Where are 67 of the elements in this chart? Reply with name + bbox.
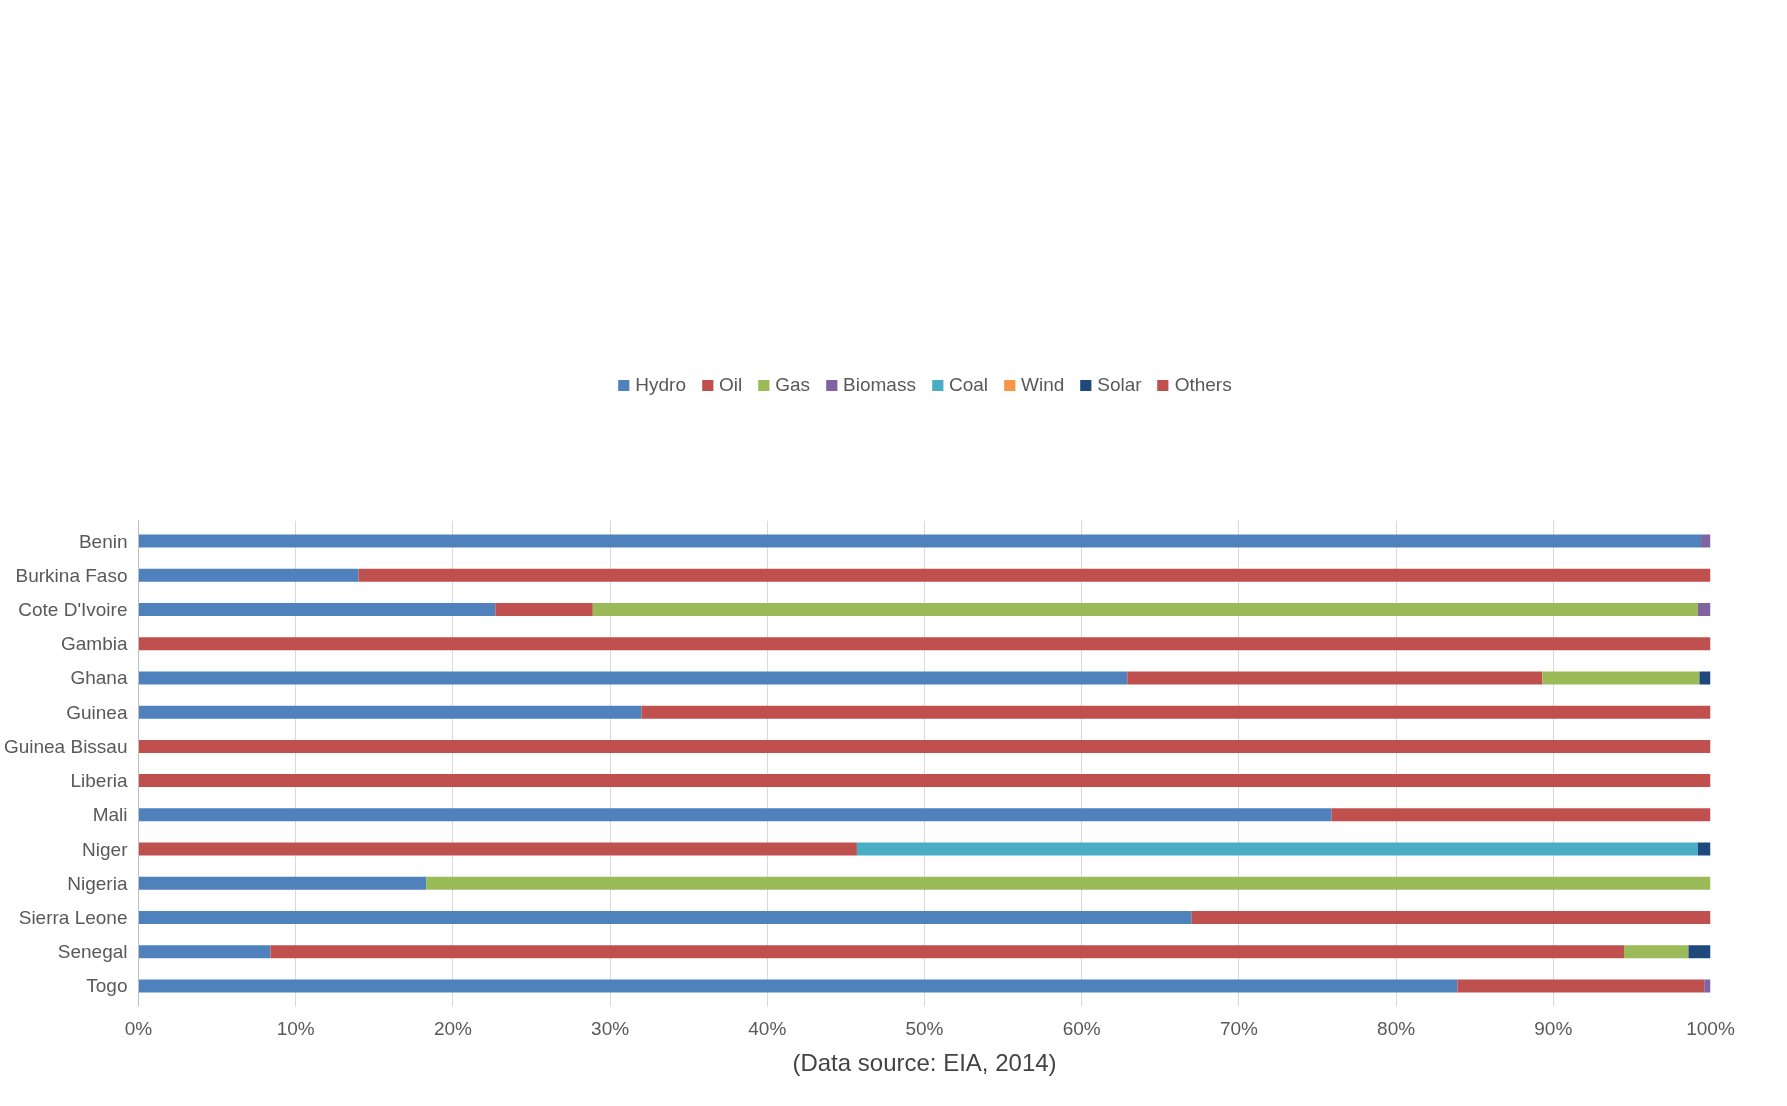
bar bbox=[138, 979, 1458, 993]
bar bbox=[1624, 945, 1689, 959]
x-tick-label: 10% bbox=[276, 1017, 315, 1039]
bar bbox=[641, 705, 1711, 719]
y-tick-label: Niger bbox=[82, 838, 129, 860]
y-tick-label: Ghana bbox=[70, 667, 128, 689]
x-tick-label: 0% bbox=[124, 1017, 153, 1039]
legend-label: Oil bbox=[718, 373, 743, 396]
bar bbox=[270, 945, 1625, 959]
bar bbox=[856, 842, 1698, 856]
bar bbox=[138, 739, 1711, 753]
y-tick-label: Togo bbox=[86, 975, 128, 997]
x-tick-label: 40% bbox=[748, 1017, 787, 1039]
bar bbox=[138, 808, 1332, 822]
x-tick-label: 30% bbox=[591, 1017, 630, 1039]
bar bbox=[1191, 911, 1711, 925]
legend-label: Biomass bbox=[843, 373, 916, 396]
bar bbox=[358, 568, 1711, 582]
bar bbox=[1697, 602, 1711, 616]
bar bbox=[1688, 945, 1711, 959]
bar bbox=[138, 534, 1702, 548]
y-tick-label: Mali bbox=[92, 804, 128, 826]
bar bbox=[1701, 534, 1711, 548]
x-tick-label: 100% bbox=[1686, 1017, 1735, 1039]
legend-label: Wind bbox=[1021, 373, 1065, 396]
y-tick-label: Nigeria bbox=[67, 872, 128, 894]
y-tick-label: Gambia bbox=[60, 633, 128, 655]
x-tick-label: 70% bbox=[1219, 1017, 1259, 1039]
x-tick-label: 60% bbox=[1062, 1017, 1101, 1039]
bar bbox=[138, 774, 1711, 788]
bar bbox=[1127, 671, 1543, 685]
text: (Data source: EIA, 2014) bbox=[792, 1048, 1057, 1076]
bar bbox=[138, 876, 427, 890]
x-tick-label: 20% bbox=[433, 1017, 473, 1039]
legend-label: Coal bbox=[948, 373, 989, 396]
bar bbox=[1697, 842, 1711, 856]
bar bbox=[138, 842, 857, 856]
bar bbox=[592, 602, 1698, 616]
legend-label: Gas bbox=[775, 373, 811, 396]
bar bbox=[495, 602, 593, 616]
bar bbox=[1331, 808, 1711, 822]
y-tick-label: Guinea Bissau bbox=[3, 735, 128, 757]
bar bbox=[138, 602, 496, 616]
y-tick-label: Benin bbox=[78, 530, 128, 552]
legend-label: Others bbox=[1174, 373, 1232, 396]
y-tick-label: Senegal bbox=[57, 941, 128, 963]
bar bbox=[1542, 671, 1700, 685]
x-tick-label: 90% bbox=[1534, 1017, 1573, 1039]
bar bbox=[1699, 671, 1711, 685]
legend-label: Solar bbox=[1097, 373, 1142, 396]
y-tick-label: Liberia bbox=[70, 770, 128, 792]
bar bbox=[138, 637, 1711, 651]
y-tick-label: Cote D'Ivoire bbox=[18, 598, 128, 620]
x-tick-label: 50% bbox=[905, 1017, 944, 1039]
y-tick-label: Guinea bbox=[66, 701, 128, 723]
bar bbox=[138, 705, 642, 719]
bar bbox=[138, 671, 1128, 685]
bar bbox=[1704, 979, 1711, 993]
legend-label: Hydro bbox=[635, 373, 686, 396]
x-tick-label: 80% bbox=[1377, 1017, 1416, 1039]
bar bbox=[138, 911, 1192, 925]
y-tick-label: Burkina Faso bbox=[15, 564, 128, 586]
y-tick-label: Sierra Leone bbox=[18, 907, 128, 929]
bar bbox=[426, 876, 1711, 890]
bar bbox=[138, 568, 359, 582]
bar bbox=[138, 945, 271, 959]
bar bbox=[1457, 979, 1705, 993]
